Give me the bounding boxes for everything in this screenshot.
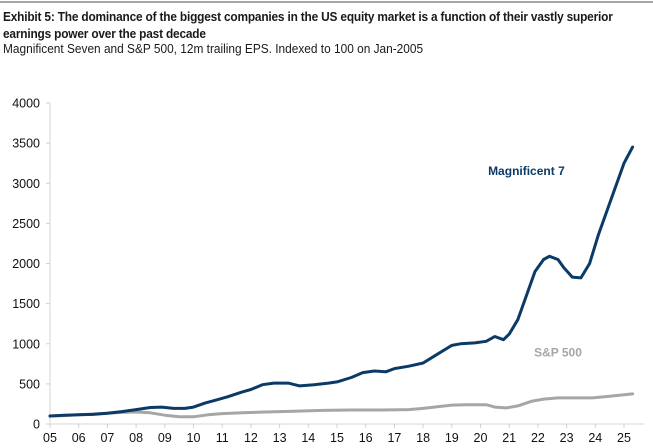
x-tick-label: 06 (72, 431, 86, 445)
x-tick-label: 21 (502, 431, 516, 445)
x-tick-label: 10 (187, 431, 201, 445)
x-tick-label: 19 (445, 431, 459, 445)
x-tick-label: 23 (560, 431, 574, 445)
chart-title: Exhibit 5: The dominance of the biggest … (3, 9, 613, 41)
chart-subtitle: Magnificent Seven and S&P 500, 12m trail… (3, 41, 424, 56)
series-layer (48, 145, 635, 419)
x-tick-label: 12 (244, 431, 258, 445)
x-tick-label: 16 (359, 431, 373, 445)
top-rule (0, 1, 653, 3)
x-tick-label: 14 (301, 431, 315, 445)
y-tick-label: 3500 (12, 137, 40, 151)
x-tick-label: 24 (588, 431, 602, 445)
x-tick-label: 07 (100, 431, 114, 445)
x-tick-label: 25 (617, 431, 631, 445)
y-tick-label: 1500 (12, 297, 40, 311)
series-label-s-p-500: S&P 500 (534, 346, 582, 360)
axes: 0 500 1000 1500 2000 2500 3000 3500 4000 05 06 07 08… (12, 97, 644, 445)
x-tick-label: 17 (387, 431, 401, 445)
y-tick-label: 1000 (12, 337, 40, 351)
y-tick-label: 3000 (12, 177, 40, 191)
series-labels: S&P 500 Magnificent 7 (488, 164, 582, 359)
x-tick-label: 22 (531, 431, 545, 445)
x-tick-label: 15 (330, 431, 344, 445)
x-tick-label: 05 (43, 431, 57, 445)
x-tick-label: 20 (474, 431, 488, 445)
x-tick-label: 09 (158, 431, 172, 445)
y-tick-label: 4000 (12, 97, 40, 111)
x-tick-label: 11 (216, 431, 229, 445)
series-line-s-p-500 (48, 392, 635, 419)
y-tick-label: 2000 (12, 257, 40, 271)
y-tick-label: 500 (19, 377, 40, 391)
y-tick-label: 2500 (12, 217, 40, 231)
x-tick-label: 13 (273, 431, 287, 445)
series-line-magnificent-7 (48, 145, 635, 418)
x-tick-label: 08 (129, 431, 143, 445)
y-tick-label: 0 (33, 418, 40, 432)
series-label-magnificent-7: Magnificent 7 (488, 164, 565, 178)
x-tick-label: 18 (416, 431, 430, 445)
